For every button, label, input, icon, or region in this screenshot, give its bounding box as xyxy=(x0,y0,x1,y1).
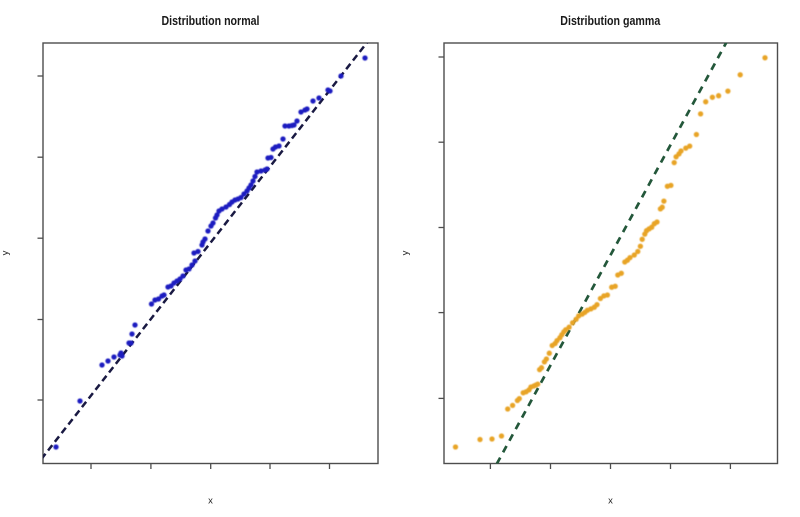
svg-text:x: x xyxy=(208,496,213,507)
svg-text:Distribution normal: Distribution normal xyxy=(162,13,260,28)
svg-text:y: y xyxy=(0,250,11,255)
svg-text:Distribution gamma: Distribution gamma xyxy=(560,13,661,28)
svg-text:y: y xyxy=(400,250,411,255)
svg-text:x: x xyxy=(608,496,613,507)
